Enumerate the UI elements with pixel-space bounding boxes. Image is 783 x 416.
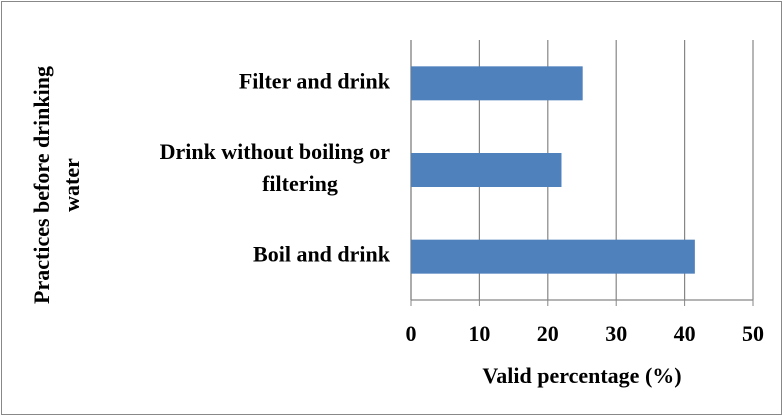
x-tick-label: 0 — [406, 321, 417, 346]
x-tick-label: 40 — [674, 321, 696, 346]
y-tick-label: Filter and drink — [239, 68, 391, 93]
x-tick-label: 20 — [537, 321, 559, 346]
x-axis-title: Valid percentage (%) — [482, 363, 681, 388]
x-tick-label: 50 — [742, 321, 764, 346]
x-tick-label: 10 — [468, 321, 490, 346]
y-tick-label: filtering — [262, 171, 338, 196]
x-tick-label: 30 — [605, 321, 627, 346]
bar — [411, 66, 583, 101]
bar — [411, 153, 562, 187]
y-axis-title: water — [59, 158, 84, 212]
bar — [411, 239, 695, 274]
y-tick-label: Boil and drink — [253, 242, 391, 267]
y-tick-label: Drink without boiling or — [160, 139, 391, 164]
y-axis-title: Practices before drinking — [29, 66, 54, 304]
